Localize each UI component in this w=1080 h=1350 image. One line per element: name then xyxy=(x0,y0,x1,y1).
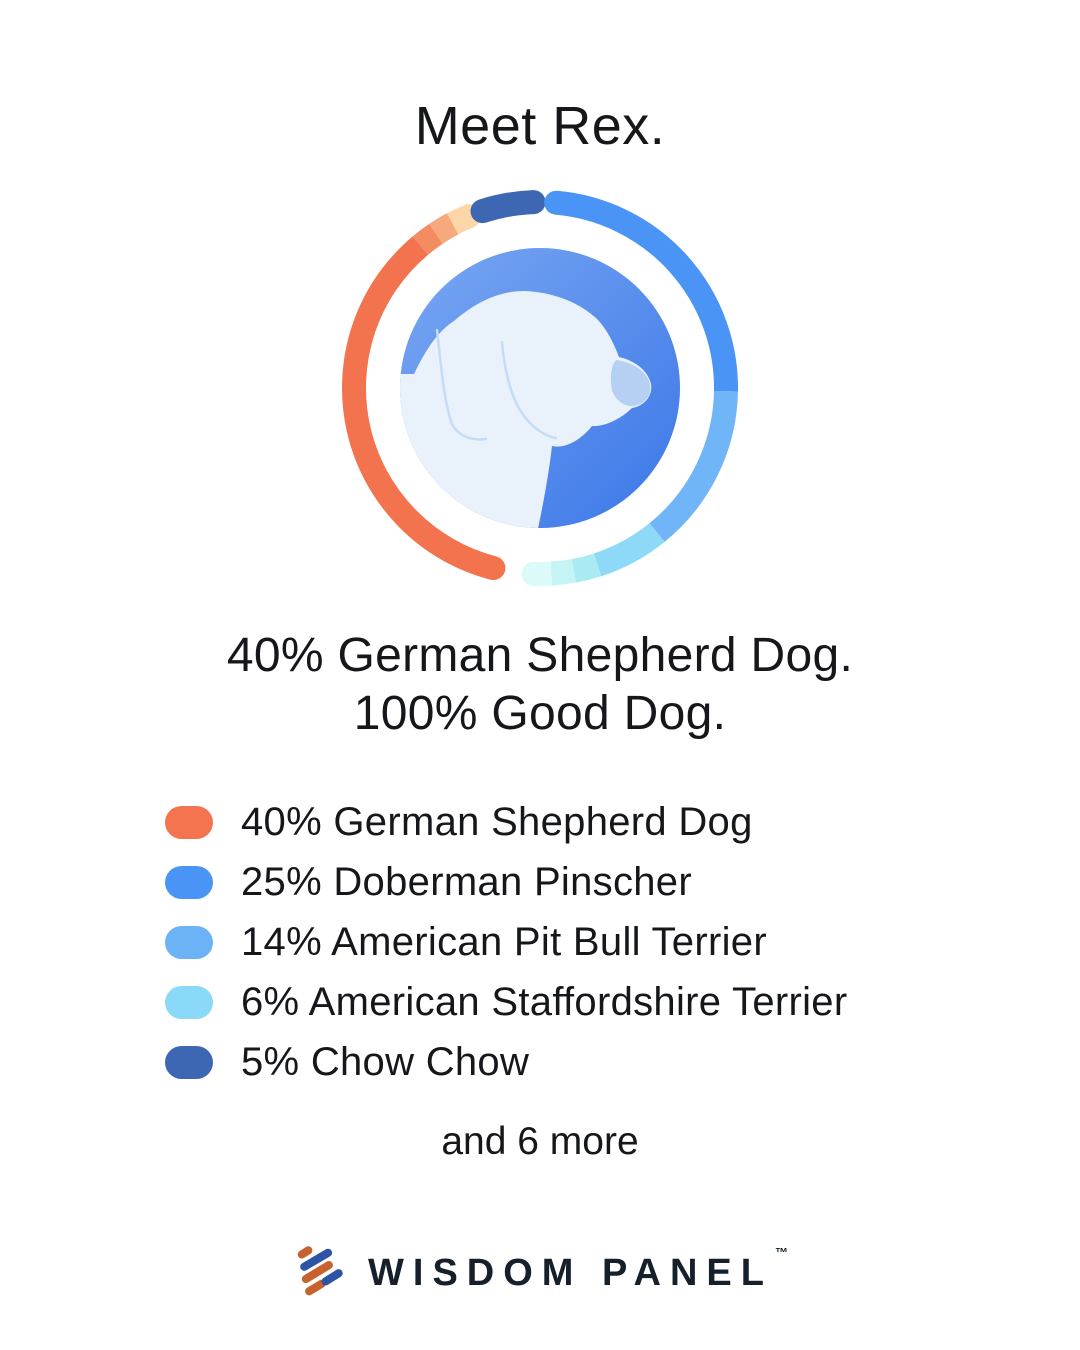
legend-item: 5% Chow Chow xyxy=(165,1032,847,1092)
dog-nose xyxy=(610,360,651,407)
breed-legend: 40% German Shepherd Dog 25% Doberman Pins… xyxy=(165,792,847,1092)
ring-segment-cap xyxy=(521,561,546,586)
dog-head-silhouette xyxy=(400,291,652,528)
ring-segment-american-pit-bull xyxy=(649,390,738,542)
ring-segment-cap xyxy=(470,199,495,224)
ring-segment-cap xyxy=(521,190,546,215)
ring-segment-american-staffordshire xyxy=(593,523,665,577)
dog-face-line xyxy=(500,340,558,440)
logo-orange-tick xyxy=(297,1246,313,1259)
ring-segment-doberman-pinscher xyxy=(555,190,738,392)
logo-blue-stroke xyxy=(300,1248,333,1271)
more-breeds-note: and 6 more xyxy=(441,1120,639,1163)
dog-illustration xyxy=(400,291,652,528)
wisdom-panel-logo: WISDOM PANEL ™ xyxy=(0,1242,1080,1298)
dog-ear-line xyxy=(435,328,488,441)
breed-donut-chart xyxy=(320,168,760,608)
legend-label: 40% German Shepherd Dog xyxy=(241,799,753,844)
legend-label: 14% American Pit Bull Terrier xyxy=(241,919,767,964)
legend-swatch xyxy=(165,1045,213,1079)
legend-swatch xyxy=(165,925,213,959)
logo-blue-tick xyxy=(321,1269,343,1286)
breed-ring-svg xyxy=(342,190,738,586)
legend-swatch xyxy=(165,805,213,839)
ring-segment-mixed-breed-cyan-1 xyxy=(571,553,602,583)
headline-line2: 100% Good Dog. xyxy=(353,687,727,740)
legend-label: 25% Doberman Pinscher xyxy=(241,859,692,904)
logo-wordmark: WISDOM PANEL ™ xyxy=(368,1245,788,1295)
ring-segments xyxy=(342,190,738,586)
logo-text: WISDOM PANEL xyxy=(368,1252,773,1294)
wisdom-panel-logo-icon xyxy=(297,1246,343,1296)
legend-item: 14% American Pit Bull Terrier xyxy=(165,912,847,972)
legend-item: 40% German Shepherd Dog xyxy=(165,792,847,852)
ring-segment-mixed-breed-orange-1 xyxy=(412,223,443,255)
legend-item: 6% American Staffordshire Terrier xyxy=(165,972,847,1032)
ring-segment-cap xyxy=(481,556,506,581)
headline-line1: 40% German Shepherd Dog. xyxy=(226,629,854,682)
legend-swatch xyxy=(165,865,213,899)
ring-segment-german-shepherd-main xyxy=(342,236,497,580)
legend-swatch xyxy=(165,985,213,1019)
ring-segment-mixed-breed-orange-2 xyxy=(429,213,459,244)
page-title: Meet Rex. xyxy=(414,96,666,156)
logo-orange-stroke xyxy=(301,1261,333,1284)
legend-label: 5% Chow Chow xyxy=(241,1039,530,1084)
trademark-symbol: ™ xyxy=(774,1245,788,1260)
ring-segment-mixed-breed-cyan-2 xyxy=(550,559,577,586)
legend-label: 6% American Staffordshire Terrier xyxy=(241,979,848,1024)
legend-item: 25% Doberman Pinscher xyxy=(165,852,847,912)
headline: 40% German Shepherd Dog. 100% Good Dog. xyxy=(0,627,1080,743)
ring-segment-cap xyxy=(544,190,569,215)
logo-orange-lower-stroke xyxy=(305,1279,326,1296)
